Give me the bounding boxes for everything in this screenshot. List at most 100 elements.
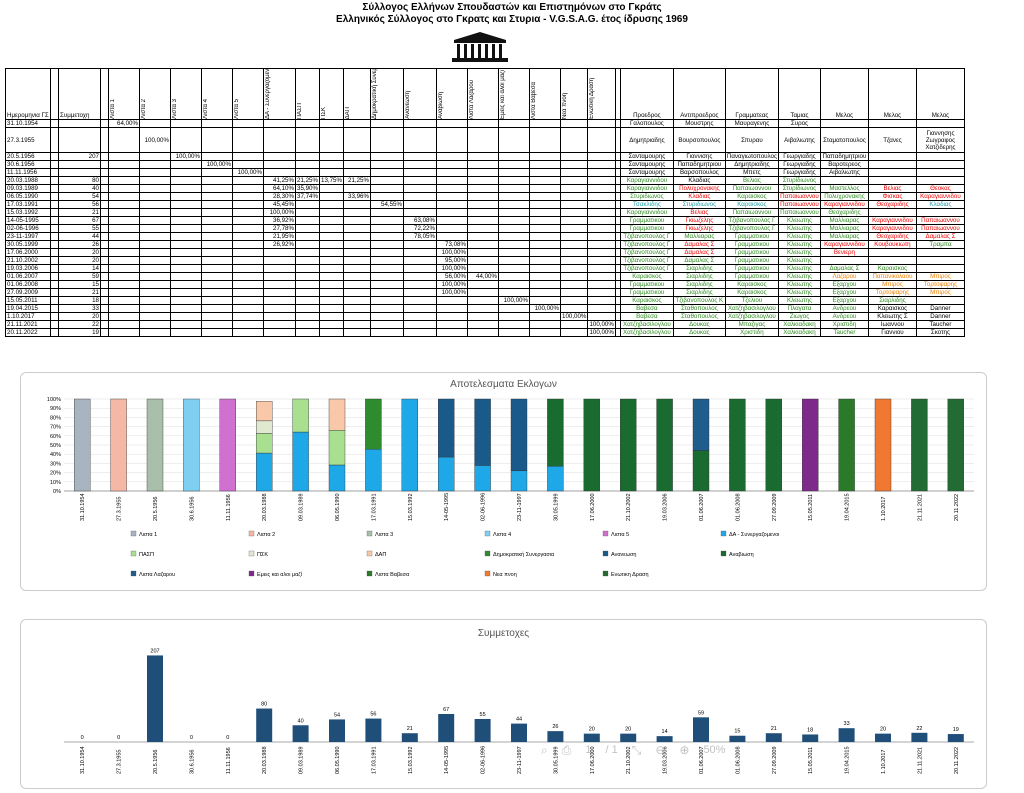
data-label: 21: [407, 726, 413, 732]
row-list-percent: [587, 224, 616, 233]
x-tick-label: 1.10.2017: [881, 750, 887, 774]
row-list-percent: [201, 296, 233, 305]
row-list-percent: [587, 208, 616, 217]
zoom-out-icon[interactable]: ⊖: [655, 743, 666, 757]
board-member: [867, 152, 917, 161]
row-list-percent: [139, 288, 171, 297]
board-member: Μαυραγενης: [724, 119, 779, 128]
row-list-percent: [319, 200, 344, 209]
row-list-percent: [232, 256, 264, 265]
row-list-percent: 100,00%: [436, 264, 468, 273]
participation-bar: [474, 719, 491, 742]
row-participation: 18: [58, 296, 101, 305]
row-list-percent: [170, 280, 202, 289]
row-list-percent: [232, 160, 264, 169]
row-list-percent: [559, 264, 589, 273]
board-member: Μπετς: [724, 168, 779, 177]
table-spacer-cell: [100, 272, 109, 281]
row-date: 14-05-1995: [5, 216, 51, 225]
print-icon[interactable]: ⎙: [561, 742, 572, 757]
participation-bar: [765, 733, 782, 742]
x-tick-label: 17.06.2000: [590, 746, 596, 774]
row-list-percent: [467, 320, 499, 329]
row-list-percent: [467, 304, 499, 313]
row-list-percent: [108, 312, 140, 321]
board-member: Κλαδιας: [672, 192, 726, 201]
row-list-percent: [587, 240, 616, 249]
row-date: 20.03.1988: [5, 176, 51, 185]
row-list-percent: [108, 304, 140, 313]
row-list-percent: [498, 264, 530, 273]
y-tick-label: 100%: [47, 397, 61, 403]
zoom-in-icon[interactable]: ⊕: [679, 743, 690, 757]
board-member: Γκιωζελης: [672, 224, 726, 233]
row-list-percent: 35,90%: [295, 184, 320, 193]
table-row: 1.10.2017 20 100,00% Βαβεσα Σταθοπουλος Χατζη…: [5, 312, 965, 321]
row-participation: [58, 127, 101, 153]
results-chart-title: Αποτελεσματα Εκλογων: [450, 379, 557, 390]
row-list-percent: [263, 288, 296, 297]
row-list-percent: [403, 272, 437, 281]
row-list-percent: [370, 288, 404, 297]
row-list-percent: [370, 119, 404, 128]
row-list-percent: [263, 248, 296, 257]
row-list-percent: [108, 256, 140, 265]
row-list-percent: [467, 160, 499, 169]
row-list-percent: [319, 127, 344, 153]
row-date: 01.06.2007: [5, 272, 51, 281]
row-list-percent: [436, 224, 468, 233]
row-list-percent: [295, 248, 320, 257]
table-spacer-cell: [50, 304, 59, 313]
row-list-percent: [343, 216, 371, 225]
board-member: Συρος: [777, 119, 821, 128]
bar-segment: [474, 398, 491, 466]
row-list-percent: [498, 288, 530, 297]
row-list-percent: [403, 312, 437, 321]
board-member: Θεοχαριδης: [819, 208, 869, 217]
row-list-percent: [319, 232, 344, 241]
board-member: Γραμματικου: [724, 272, 779, 281]
page-input[interactable]: 1: [585, 744, 592, 756]
legend-swatch: [720, 530, 727, 537]
search-icon[interactable]: ⌕: [541, 742, 548, 757]
legend-swatch: [602, 570, 609, 577]
row-list-percent: [467, 328, 499, 337]
row-list-percent: [263, 127, 296, 153]
board-member: [867, 168, 917, 177]
table-spacer-cell: [100, 288, 109, 297]
row-list-percent: [498, 240, 530, 249]
board-member: Κλειωτης: [777, 264, 821, 273]
board-member: Δουκας: [672, 328, 726, 337]
table-row: 20.5.1956 207 100,00% Σανταμουρης Γιαννισης Π…: [5, 152, 965, 161]
participation-chart: 0 31.10.1954 0 27.3.1955 207 20.5.1956 0 30.6.1…: [64, 648, 974, 774]
table-header-cell: Προεδρος: [619, 68, 674, 120]
row-list-percent: [436, 160, 468, 169]
row-list-percent: [403, 168, 437, 177]
row-list-percent: [108, 176, 140, 185]
table-header-cell: ΔΑ - Συνεργαζομεν οι: [263, 68, 296, 120]
bar-segment: [510, 398, 528, 472]
participation-bar: [547, 731, 564, 742]
table-row: 27.3.1955 100,00% Δημητριαδης Βουρσοπουλος Σ…: [5, 127, 965, 153]
y-tick-label: 90%: [50, 406, 61, 412]
data-label: 44: [516, 717, 522, 723]
board-member: Καραισκος: [724, 280, 779, 289]
row-list-percent: [263, 304, 296, 313]
data-label: 14: [662, 729, 668, 735]
board-member: Τζιβανοπουλος Κ: [672, 296, 726, 305]
row-list-percent: [498, 200, 530, 209]
row-list-percent: [343, 256, 371, 265]
row-participation: 21: [58, 288, 101, 297]
table-header-cell: Αντιπροεδρος: [672, 68, 726, 120]
table-spacer-cell: [100, 256, 109, 265]
row-list-percent: [201, 127, 233, 153]
row-list-percent: [170, 127, 202, 153]
board-member: Τζιβανοπουλος Γ: [724, 216, 779, 225]
board-member: Μαλλιαρας: [819, 224, 869, 233]
fit-page-icon[interactable]: ⤡: [631, 742, 642, 757]
data-label: 54: [334, 712, 340, 718]
row-list-percent: [343, 304, 371, 313]
row-list-percent: [436, 200, 468, 209]
data-label: 0: [81, 735, 84, 741]
row-list-percent: [587, 304, 616, 313]
